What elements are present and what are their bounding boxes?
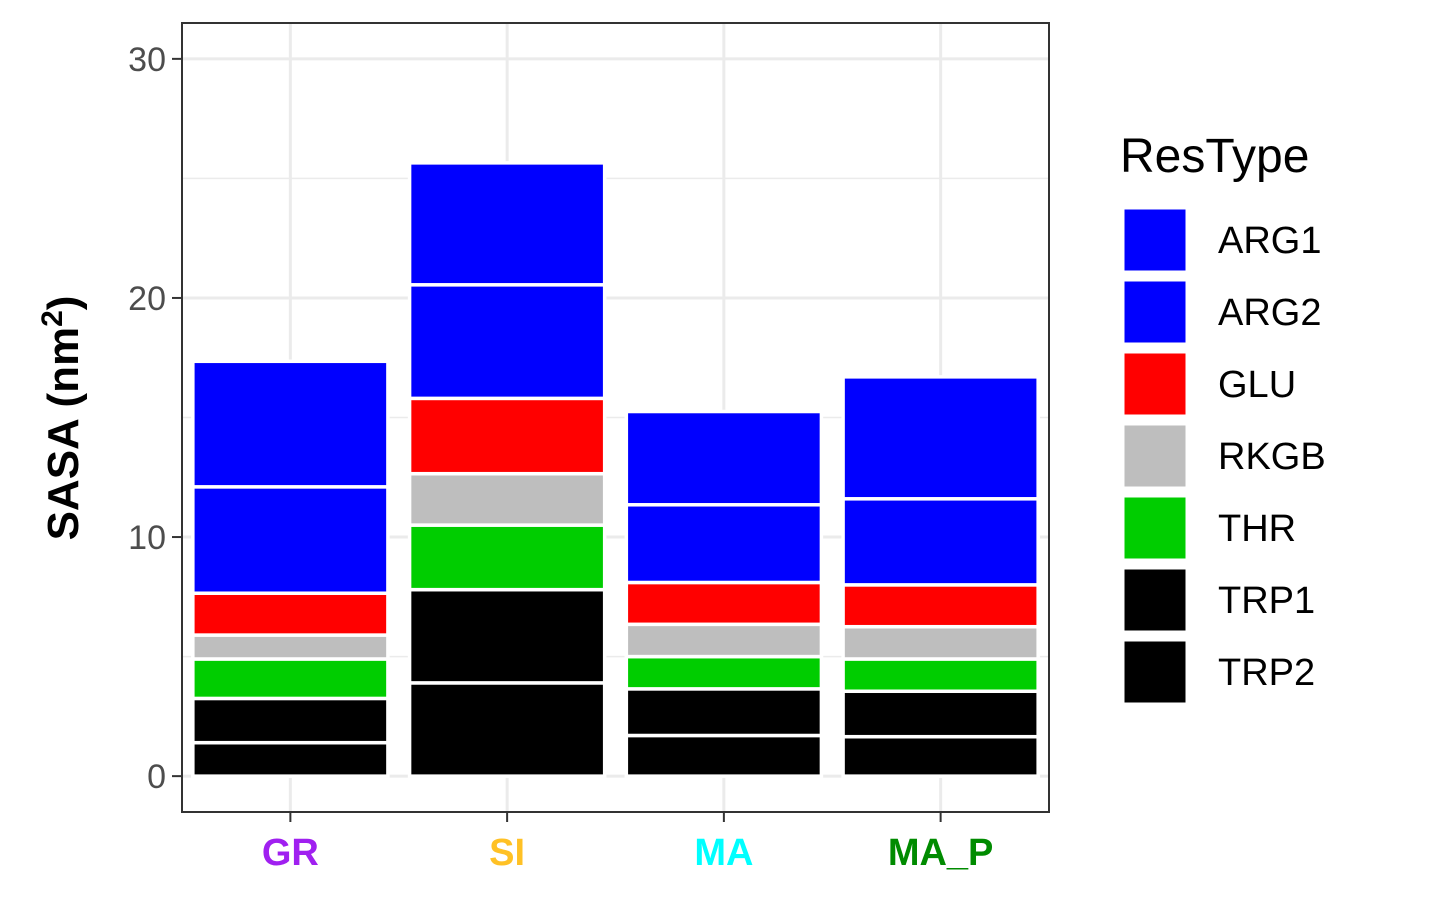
legend-key-trp2 [1121, 638, 1189, 706]
bar-segment-ma-arg2 [624, 503, 824, 585]
legend-label-thr: THR [1218, 508, 1296, 550]
legend-key-arg1 [1121, 206, 1189, 274]
y-tick-label: 20 [128, 280, 166, 318]
x-tick-label-gr: GR [262, 832, 319, 874]
bar-segment-si-arg1 [407, 161, 607, 287]
bar-segment-ma-trp1 [624, 687, 824, 738]
bar-segment-ma-arg1 [624, 409, 824, 507]
legend-title: ResType [1120, 130, 1309, 183]
legend-label-arg1: ARG1 [1218, 220, 1321, 262]
bar-segment-gr-glu [191, 591, 390, 637]
x-tick-label-ma-p: MA_P [888, 832, 994, 874]
bar-segment-gr-trp1 [191, 696, 390, 745]
legend-label-arg2: ARG2 [1218, 292, 1321, 334]
legend-key-arg2 [1121, 278, 1189, 346]
bar-segment-gr-arg1 [191, 359, 390, 489]
x-axis: GR SI MA MA_P [262, 812, 994, 874]
legend-label-trp2: TRP2 [1218, 652, 1315, 694]
x-tick-label-ma: MA [694, 832, 753, 874]
bar-segment-si-rkgb [407, 471, 607, 527]
bar-segment-ma-p-arg2 [841, 497, 1040, 587]
bar-segment-si-thr [407, 523, 607, 592]
bar-segment-ma-trp2 [624, 733, 824, 778]
bar-segment-si-arg2 [407, 283, 607, 401]
bar-segment-gr-trp2 [191, 740, 390, 778]
y-tick-label: 30 [128, 41, 166, 79]
y-axis-title: SASA (nm2) [36, 296, 88, 541]
bar-segment-ma-p-thr [841, 657, 1040, 694]
bar-segment-ma-p-rkgb [841, 624, 1040, 661]
legend: ResType ARG1 ARG2 GLU RKGB THR TRP1 TRP2 [1120, 130, 1326, 706]
bar-segment-ma-p-arg1 [841, 375, 1040, 501]
plot-panel-border [181, 22, 1050, 813]
y-axis-title-superscript: 2 [36, 310, 69, 327]
legend-label-glu: GLU [1218, 364, 1296, 406]
bar-segment-gr-arg2 [191, 485, 390, 595]
bar-segment-ma-thr [624, 654, 824, 691]
bars [191, 161, 1040, 778]
y-tick-label: 10 [128, 519, 166, 557]
bar-segment-ma-glu [624, 580, 824, 627]
legend-key-rkgb [1121, 422, 1189, 490]
y-tick-label: 0 [147, 758, 166, 796]
legend-key-glu [1121, 350, 1189, 418]
legend-label-trp1: TRP1 [1218, 580, 1315, 622]
x-tick-label-si: SI [489, 832, 525, 874]
bar-segment-ma-rkgb [624, 622, 824, 659]
bar-segment-gr-rkgb [191, 633, 390, 661]
legend-key-trp1 [1121, 566, 1189, 634]
bar-segment-ma-p-trp1 [841, 689, 1040, 739]
bar-segment-ma-p-glu [841, 583, 1040, 629]
legend-key-thr [1121, 494, 1189, 562]
bar-segment-si-trp1 [407, 587, 607, 685]
legend-entries: ARG1 ARG2 GLU RKGB THR TRP1 TRP2 [1121, 206, 1326, 706]
bar-segment-gr-thr [191, 657, 390, 701]
bar-segment-ma-p-trp2 [841, 734, 1040, 778]
legend-label-rkgb: RKGB [1218, 436, 1326, 478]
bar-segment-si-trp2 [407, 681, 607, 778]
bar-segment-si-glu [407, 396, 607, 476]
y-axis: 0 10 20 30 [128, 41, 182, 796]
